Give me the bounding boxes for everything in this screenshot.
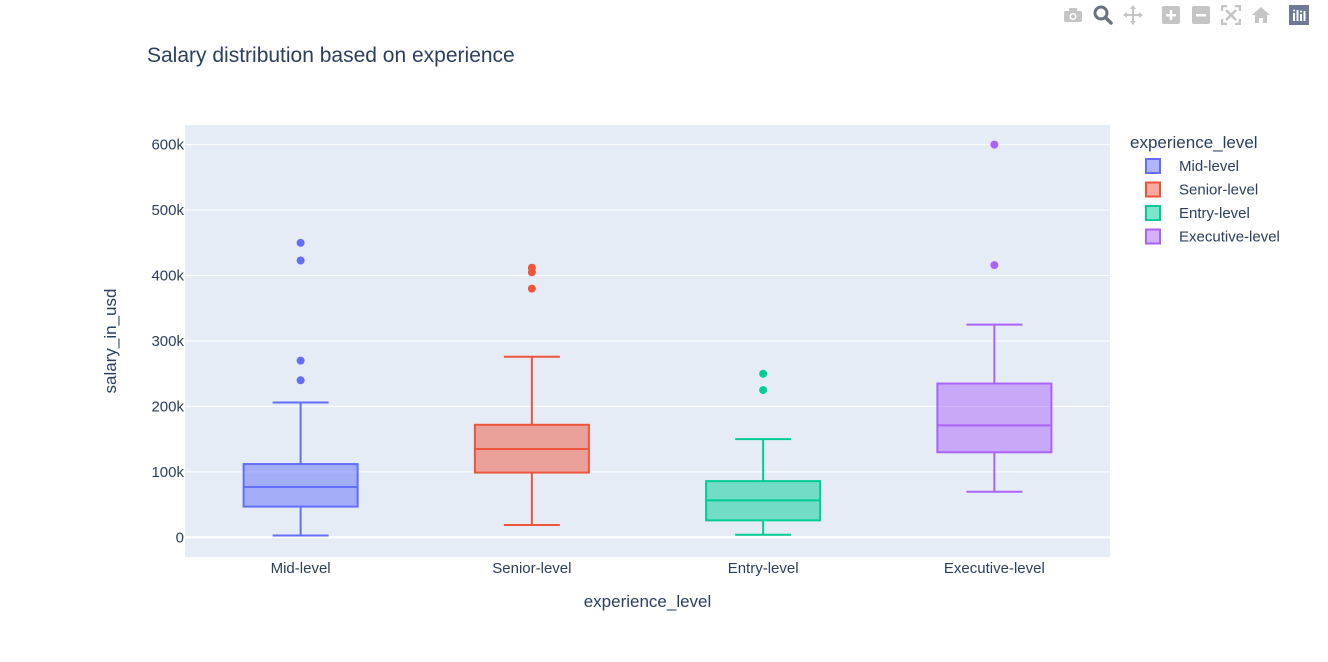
- legend-item[interactable]: Entry-level: [1145, 205, 1250, 222]
- zoom-in-button[interactable]: [1160, 4, 1182, 26]
- outlier-point[interactable]: [296, 376, 305, 385]
- y-tick-label: 100k: [151, 464, 184, 481]
- camera-icon: [1063, 7, 1083, 23]
- x-tick-label: Entry-level: [728, 560, 799, 577]
- autoscale-icon: [1221, 5, 1241, 25]
- outlier-point[interactable]: [296, 356, 305, 365]
- zoom-button[interactable]: [1092, 4, 1114, 26]
- legend-label: Mid-level: [1179, 158, 1239, 175]
- legend: experience_level Mid-level Senior-level En…: [1130, 133, 1280, 246]
- y-axis-ticks: 0 100k 200k 300k 400k 500k 600k: [151, 137, 184, 547]
- outlier-point[interactable]: [759, 369, 768, 378]
- iqr-box: [242, 463, 359, 508]
- modebar: [1054, 4, 1310, 26]
- legend-swatch: [1145, 158, 1161, 174]
- box-mid-level[interactable]: [242, 238, 359, 537]
- outlier-point[interactable]: [296, 256, 305, 265]
- x-tick-label: Mid-level: [271, 560, 331, 577]
- plotly-logo-button[interactable]: [1288, 4, 1310, 26]
- y-axis-label: salary_in_usd: [101, 289, 120, 394]
- y-tick-label: 0: [176, 529, 184, 546]
- x-tick-label: Senior-level: [492, 560, 571, 577]
- x-tick-label: Executive-level: [944, 560, 1045, 577]
- camera-button[interactable]: [1062, 4, 1084, 26]
- pan-button[interactable]: [1122, 4, 1144, 26]
- outlier-point[interactable]: [527, 263, 536, 272]
- y-tick-label: 600k: [151, 137, 184, 154]
- legend-label: Entry-level: [1179, 205, 1250, 222]
- legend-label: Executive-level: [1179, 229, 1280, 246]
- legend-label: Senior-level: [1179, 182, 1258, 199]
- outlier-point[interactable]: [296, 238, 305, 247]
- reset-axes-button[interactable]: [1250, 4, 1272, 26]
- x-axis-label: experience_level: [584, 592, 712, 611]
- box-senior-level[interactable]: [473, 263, 590, 526]
- reset-axes-icon: [1251, 6, 1271, 24]
- iqr-box: [936, 382, 1053, 454]
- legend-swatch: [1145, 205, 1161, 221]
- y-tick-label: 300k: [151, 333, 184, 350]
- x-axis-ticks: Mid-level Senior-level Entry-level Executiv…: [271, 560, 1045, 577]
- pan-icon: [1123, 5, 1143, 25]
- box-executive-level[interactable]: [936, 140, 1053, 493]
- box-entry-level[interactable]: [705, 369, 822, 536]
- box-series: [242, 140, 1053, 537]
- chart-title: Salary distribution based on experience: [147, 44, 515, 67]
- outlier-point[interactable]: [990, 261, 999, 270]
- zoom-in-icon: [1162, 6, 1180, 24]
- legend-swatch: [1145, 181, 1161, 198]
- autoscale-button[interactable]: [1220, 4, 1242, 26]
- y-tick-label: 400k: [151, 268, 184, 285]
- zoom-out-icon: [1192, 6, 1210, 24]
- outlier-point[interactable]: [759, 386, 768, 395]
- legend-item[interactable]: Executive-level: [1145, 228, 1280, 246]
- zoom-icon: [1093, 5, 1113, 25]
- legend-swatch: [1145, 228, 1161, 245]
- outlier-point[interactable]: [527, 284, 536, 293]
- plotly-logo-icon: [1289, 5, 1309, 25]
- legend-title: experience_level: [1130, 133, 1258, 152]
- legend-item[interactable]: Senior-level: [1145, 181, 1258, 199]
- y-tick-label: 200k: [151, 398, 184, 415]
- zoom-out-button[interactable]: [1190, 4, 1212, 26]
- outlier-point[interactable]: [990, 140, 999, 149]
- y-tick-label: 500k: [151, 202, 184, 219]
- legend-item[interactable]: Mid-level: [1145, 158, 1239, 175]
